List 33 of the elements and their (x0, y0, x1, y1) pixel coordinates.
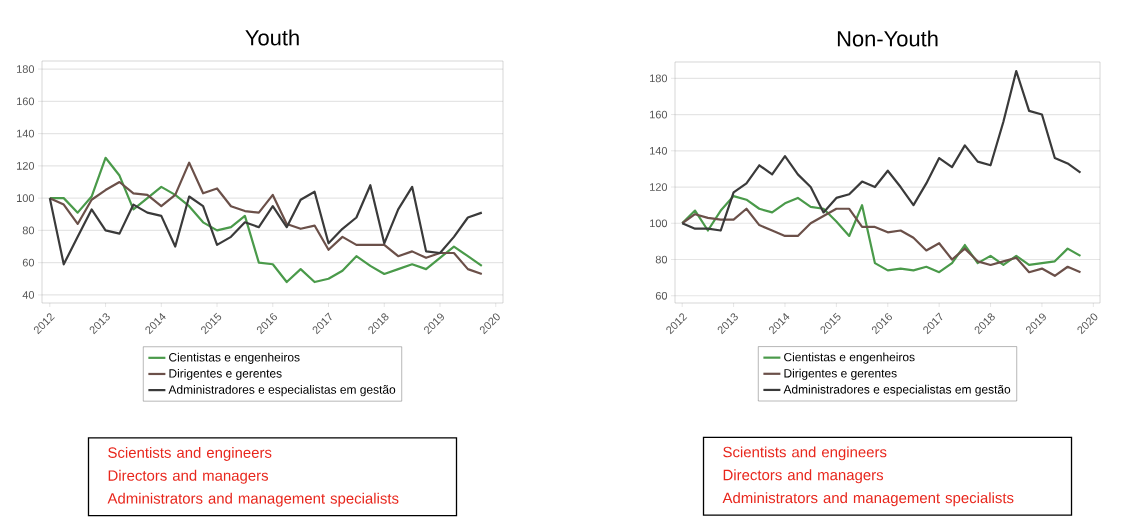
legend-label: Cientistas e engenheiros (784, 352, 915, 364)
text: Directors and managers (723, 469, 884, 484)
text: Scientists and engineers (108, 446, 272, 461)
y-tick-label: 120 (650, 183, 668, 191)
line-series (681, 194, 1082, 274)
y-tick-label: 100 (650, 219, 668, 228)
text: Administrators and management specialists (107, 492, 399, 507)
y-tick-label: 100 (17, 194, 35, 203)
legend-label: Administradores e especialistas em gestão (168, 385, 396, 397)
y-tick-label: 180 (17, 65, 35, 73)
y-tick-label: 140 (650, 146, 668, 155)
legend-label: Dirigentes e gerentes (784, 368, 897, 380)
y-tick-label: 80 (22, 226, 35, 235)
y-tick-label: 40 (22, 291, 35, 299)
text: Directors and managers (108, 469, 269, 484)
line-series (48, 184, 483, 266)
y-tick-label: 60 (22, 258, 35, 267)
chart-title: Non-Youth (837, 30, 938, 47)
y-tick-label: 60 (655, 291, 668, 300)
line-series (681, 69, 1082, 232)
legend-label: Cientistas e engenheiros (169, 352, 300, 364)
text: Scientists and engineers (723, 446, 887, 461)
text: Administrators and management specialists (722, 492, 1014, 507)
y-tick-label: 160 (650, 110, 668, 119)
y-tick-label: 180 (650, 74, 668, 83)
y-tick-label: 80 (655, 255, 668, 264)
y-tick-label: 120 (17, 162, 35, 170)
y-tick-label: 140 (17, 129, 35, 138)
legend-label: Administradores e especialistas em gestão (783, 384, 1011, 396)
chart-title: Youth (245, 29, 299, 46)
line-series (681, 207, 1082, 277)
y-tick-label: 160 (17, 97, 35, 106)
legend-label: Dirigentes e gerentes (169, 368, 282, 381)
